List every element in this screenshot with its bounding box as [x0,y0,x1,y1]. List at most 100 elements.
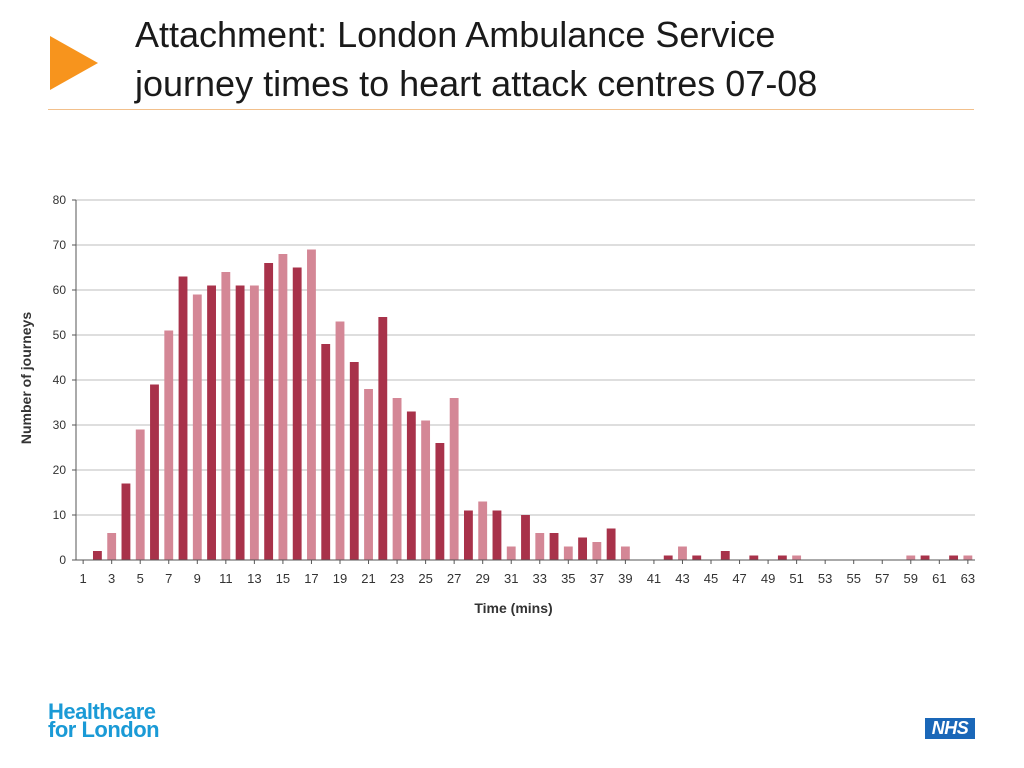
bar-44-min [692,555,702,560]
x-tick-label: 3 [108,571,115,586]
x-tick-label: 1 [80,571,87,586]
y-tick-label: 0 [59,553,66,567]
bar-34-min [549,533,559,560]
y-tick-label: 30 [53,418,67,432]
y-axis-ticks: 0 10 20 30 40 50 60 70 80 [53,193,76,567]
bar-38-min [606,528,616,560]
bar-5-min [135,429,145,560]
brand-line-1: Healthcare [48,699,156,724]
healthcare-for-london-logo: Healthcare for London [48,699,160,742]
y-tick-label: 70 [53,238,67,252]
x-tick-label: 59 [904,571,918,586]
bar-12-min [235,285,245,560]
bar-30-min [492,510,502,560]
bar-42-min [663,555,673,560]
x-tick-label: 15 [276,571,290,586]
x-tick-label: 33 [533,571,547,586]
bar-39-min [620,546,630,560]
nhs-logo: NHS [925,718,975,739]
x-tick-label: 43 [675,571,689,586]
x-tick-label: 53 [818,571,832,586]
bar-33-min [535,533,545,560]
y-tick-label: 10 [53,508,67,522]
bar-20-min [349,362,359,560]
x-tick-label: 39 [618,571,632,586]
bar-51-min [792,555,802,560]
bar-11-min [221,272,231,560]
x-tick-label: 7 [165,571,172,586]
x-axis-ticks: 1 3 5 7 9 11 13 15 17 19 21 23 25 27 29 31 33 35 37 39 41 43 4… [80,560,975,586]
bar-6-min [150,384,159,560]
bar-25-min [421,420,431,560]
x-tick-label: 57 [875,571,889,586]
bar-46-min [720,551,730,560]
bar-21-min [364,389,373,560]
slide-title-line-1: Attachment: London Ambulance Service [135,14,776,55]
x-tick-label: 19 [333,571,347,586]
bar-15-min [278,254,288,560]
bar-13-min [249,285,259,560]
y-tick-label: 20 [53,463,67,477]
bar-24-min [406,411,416,560]
x-tick-label: 9 [194,571,201,586]
bar-48-min [749,555,759,560]
x-tick-label: 61 [932,571,946,586]
bar-14-min [264,263,274,560]
x-tick-label: 21 [361,571,375,586]
bar-23-min [392,398,402,560]
bar-63-min [963,555,973,560]
bar-7-min [164,330,174,560]
x-tick-label: 45 [704,571,718,586]
x-tick-label: 17 [304,571,318,586]
bar-37-min [592,542,602,560]
play-arrow-icon [50,36,98,90]
x-tick-label: 25 [418,571,432,586]
y-tick-label: 50 [53,328,67,342]
slide-title-line-2: journey times to heart attack centres 07… [135,63,818,104]
bar-35-min [563,546,573,560]
bar-36-min [578,537,588,560]
x-tick-label: 49 [761,571,775,586]
bar-17-min [307,249,316,560]
bar-2-min [92,551,102,560]
y-axis-label: Number of journeys [18,312,34,444]
bar-59-min [906,555,916,560]
x-tick-label: 63 [961,571,975,586]
bar-4-min [121,483,131,560]
x-tick-label: 29 [475,571,489,586]
bar-16-min [292,267,302,560]
x-tick-label: 27 [447,571,461,586]
x-axis-label: Time (mins) [474,600,552,616]
x-tick-label: 47 [732,571,746,586]
y-tick-label: 80 [53,193,67,207]
bar-50-min [777,555,787,560]
bar-18-min [321,344,331,560]
bar-22-min [378,317,388,560]
x-tick-label: 51 [789,571,803,586]
y-tick-label: 60 [53,283,67,297]
x-tick-label: 31 [504,571,518,586]
bar-3-min [107,533,117,560]
x-tick-label: 13 [247,571,261,586]
bar-62-min [949,555,959,560]
x-tick-label: 37 [590,571,604,586]
x-tick-label: 55 [846,571,860,586]
x-tick-label: 23 [390,571,404,586]
bar-27-min [449,398,459,560]
x-tick-label: 11 [219,571,233,586]
bar-19-min [335,321,345,560]
brand-line-2: for London [48,717,160,742]
slide-title: Attachment: London Ambulance Service jou… [135,10,817,108]
bar-10-min [207,285,216,560]
bar-8-min [178,276,188,560]
y-tick-label: 40 [53,373,67,387]
bar-28-min [463,510,473,560]
bar-32-min [521,515,530,560]
x-tick-label: 5 [137,571,144,586]
bar-43-min [678,546,687,560]
x-tick-label: 35 [561,571,575,586]
bar-9-min [192,294,202,560]
bar-60-min [920,555,930,560]
bar-29-min [478,501,488,560]
